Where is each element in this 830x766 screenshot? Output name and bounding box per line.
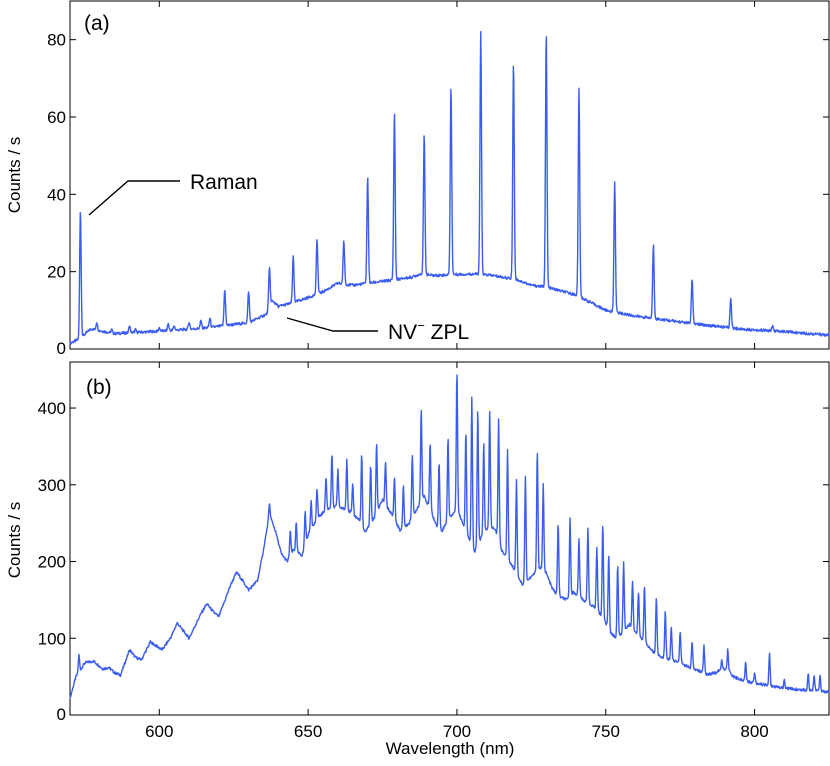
panel-a-label: (a) (84, 12, 110, 35)
panel-b-y-axis-label: Counts / s (5, 502, 24, 579)
y-tick-label: 0 (57, 705, 66, 724)
x-tick-label: 700 (443, 722, 471, 741)
x-tick-label: 800 (740, 722, 768, 741)
y-tick-label: 100 (38, 629, 66, 648)
y-tick-label: 20 (47, 263, 66, 282)
panel-b-y-ticks: 0 100 200 300 400 (38, 399, 829, 724)
nv-zpl-annotation-text: NV (388, 321, 417, 344)
y-tick-label: 80 (47, 31, 66, 50)
nv-zpl-annotation-superscript: − (417, 318, 425, 333)
raman-annotation-line (88, 180, 180, 216)
x-tick-label: 600 (145, 722, 173, 741)
x-axis-label: Wavelength (nm) (386, 739, 515, 758)
y-tick-label: 40 (47, 185, 66, 204)
y-tick-label: 0 (57, 339, 66, 358)
x-tick-label: 750 (592, 722, 620, 741)
panel-b-label: (b) (86, 376, 112, 399)
panel-a-spectrum-line (69, 30, 830, 345)
y-tick-label: 200 (38, 553, 66, 572)
nv-zpl-annotation: NV− ZPL (388, 318, 469, 344)
nv-zpl-annotation-line (286, 317, 378, 332)
panel-b-frame (69, 361, 830, 716)
panel-a-frame (69, 0, 830, 350)
panel-b-x-ticks: 600 650 700 750 800 (145, 362, 769, 741)
panel-a-y-ticks: 0 20 40 60 80 (47, 31, 829, 358)
panel-a-x-ticks (158, 1, 756, 349)
y-tick-label: 400 (38, 399, 66, 418)
nv-zpl-annotation-suffix: ZPL (425, 321, 469, 344)
panel-a: 0 20 40 60 80 (a) Counts / s Raman NV− ZPL (5, 0, 830, 358)
raman-annotation: Raman (190, 171, 258, 194)
panel-b-spectrum-line (69, 374, 830, 700)
panel-a-y-axis-label: Counts / s (5, 137, 24, 214)
y-tick-label: 300 (38, 476, 66, 495)
panel-b: 0 100 200 300 400 600 650 700 750 800 (b) Counts… (5, 361, 830, 758)
y-tick-label: 60 (47, 108, 66, 127)
x-tick-label: 650 (294, 722, 322, 741)
